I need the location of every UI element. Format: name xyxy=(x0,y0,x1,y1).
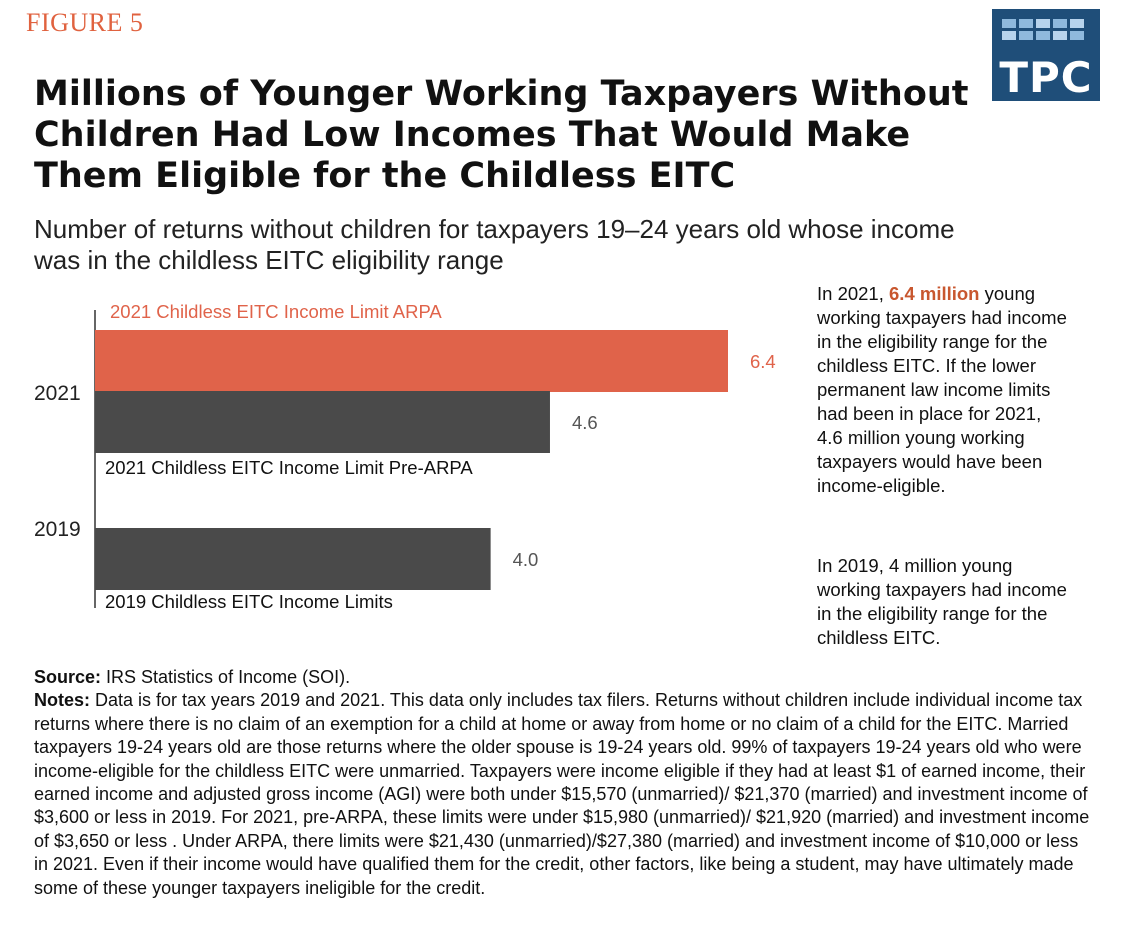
bar-chart: 6.4 2021 Childless EITC Income Limit ARPA… xyxy=(34,301,776,612)
source-label: Source: xyxy=(34,667,102,687)
bar-series-label-1: 2021 Childless EITC Income Limit ARPA xyxy=(110,301,442,322)
notes-paragraph: Notes: Data is for tax years 2019 and 20… xyxy=(34,689,1094,900)
category-label-2019: 2019 xyxy=(34,518,81,541)
category-label-2021: 2021 xyxy=(34,382,81,405)
logo-squares-icon xyxy=(1002,19,1090,43)
bar-1 xyxy=(95,330,728,392)
bar-value-label-3: 4.0 xyxy=(513,549,539,570)
annotation-2021-pre: In 2021, xyxy=(817,283,890,304)
annotation-2021-post: young working taxpayers had income in th… xyxy=(817,283,1067,496)
bar-3 xyxy=(95,528,491,590)
annotation-2021: In 2021, 6.4 million young working taxpa… xyxy=(817,282,1067,498)
source-text: IRS Statistics of Income (SOI). xyxy=(101,667,351,687)
tpc-logo: TPC xyxy=(992,9,1100,102)
chart-title: Millions of Younger Working Taxpayers Wi… xyxy=(34,74,969,196)
source-line: Source: IRS Statistics of Income (SOI). xyxy=(34,666,1094,689)
bar-series-label-2: 2021 Childless EITC Income Limit Pre-ARP… xyxy=(105,457,473,478)
notes-text: Data is for tax years 2019 and 2021. Thi… xyxy=(34,690,1090,898)
bar-series-label-3: 2019 Childless EITC Income Limits xyxy=(105,591,393,612)
annotation-2019: In 2019, 4 million young working taxpaye… xyxy=(817,555,1067,648)
bar-value-label-2: 4.6 xyxy=(572,412,598,433)
bar-value-label-1: 6.4 xyxy=(750,351,776,372)
notes-block: Source: IRS Statistics of Income (SOI). … xyxy=(34,666,1094,900)
notes-label: Notes: xyxy=(34,690,91,711)
bar-2 xyxy=(95,391,550,453)
chart-subtitle: Number of returns without children for t… xyxy=(34,214,955,275)
logo-text: TPC xyxy=(999,53,1093,102)
figure-label: FIGURE 5 xyxy=(26,8,144,37)
annotation-2021-highlight: 6.4 million xyxy=(889,283,980,304)
